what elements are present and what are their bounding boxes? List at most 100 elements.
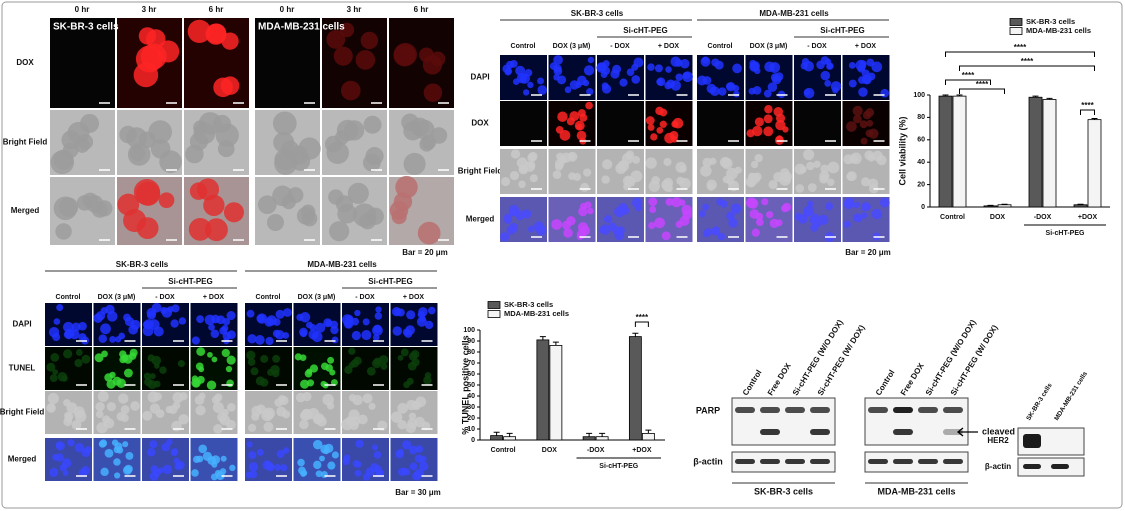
cell [537, 85, 548, 95]
cell [749, 209, 760, 219]
blot [731, 451, 836, 473]
cell [93, 313, 103, 323]
cell [366, 207, 384, 225]
cell [148, 120, 172, 144]
cell [573, 172, 582, 181]
cell [81, 354, 91, 364]
band [735, 459, 755, 464]
cell [62, 470, 69, 476]
cell [226, 311, 236, 321]
micrograph [500, 101, 547, 146]
cell [272, 111, 297, 136]
cell [373, 357, 382, 366]
cell [417, 221, 441, 245]
cell [130, 401, 140, 411]
cell [392, 326, 403, 336]
row-label: HER2 [987, 436, 1009, 445]
column-label: 3 hr [142, 5, 157, 14]
cell [147, 448, 156, 457]
cell [509, 170, 520, 181]
cell [798, 214, 808, 224]
cell [596, 62, 607, 73]
treatment-label: Si-cHT-PEG [368, 277, 412, 286]
cell [671, 197, 682, 208]
cell [248, 451, 257, 460]
cell [564, 86, 572, 94]
cell [868, 128, 879, 139]
cell [97, 390, 109, 402]
cell [575, 123, 583, 131]
cell [203, 194, 225, 217]
cell [553, 74, 560, 81]
cell [408, 412, 417, 420]
legend-label: SK-BR-3 cells [504, 300, 553, 309]
cell [610, 69, 620, 79]
cell [270, 365, 280, 375]
cell [315, 470, 323, 478]
y-tick-label: 70 [467, 360, 475, 367]
y-tick-label: 60 [917, 137, 925, 144]
cell [868, 178, 879, 189]
group-label: MDA-MB-231 cells [258, 22, 345, 33]
cell [424, 372, 432, 379]
cell [192, 380, 200, 388]
cell [247, 334, 257, 344]
cell [147, 354, 155, 362]
bar [952, 95, 967, 208]
cell [114, 472, 121, 479]
cell [632, 155, 641, 164]
cell [296, 313, 304, 321]
cell [406, 310, 416, 320]
cell [282, 447, 290, 454]
cell [391, 209, 407, 225]
cell [159, 366, 167, 374]
cell [161, 442, 171, 452]
cell [580, 225, 591, 236]
cell [656, 126, 664, 134]
band [943, 459, 963, 464]
cell [410, 350, 420, 359]
cell [365, 147, 384, 166]
cell [220, 455, 227, 462]
cell [52, 333, 61, 342]
cell [763, 89, 772, 98]
error-bar [586, 432, 593, 437]
cell [246, 309, 255, 318]
cell [719, 156, 731, 168]
cell [226, 355, 236, 365]
cell [827, 161, 840, 174]
cell [248, 423, 257, 432]
significance-bracket [945, 79, 991, 85]
cell [508, 204, 520, 216]
cell [406, 399, 417, 411]
cell [770, 73, 780, 82]
error-bar [987, 204, 994, 206]
cell [113, 458, 121, 466]
band [1023, 464, 1041, 469]
cell [402, 440, 412, 450]
cell [67, 439, 75, 447]
cell [118, 393, 129, 404]
cell [299, 312, 311, 323]
cell [622, 175, 634, 187]
cell [871, 61, 883, 73]
cell [337, 203, 357, 224]
cell [274, 149, 296, 171]
cell [246, 350, 256, 360]
cell [585, 101, 593, 110]
cell [614, 206, 625, 218]
cell [273, 318, 281, 326]
cell [198, 112, 222, 135]
significance-label: **** [1014, 43, 1027, 52]
cell [522, 89, 530, 96]
cell [768, 179, 778, 190]
cell [859, 120, 868, 129]
group-label: MDA-MB-231 cells [307, 260, 377, 269]
y-tick-label: 40 [917, 159, 925, 166]
y-tick-label: 80 [467, 349, 475, 356]
cell [208, 323, 215, 331]
row-label: Merged [11, 206, 40, 215]
cell [274, 464, 281, 471]
cell [650, 133, 658, 141]
